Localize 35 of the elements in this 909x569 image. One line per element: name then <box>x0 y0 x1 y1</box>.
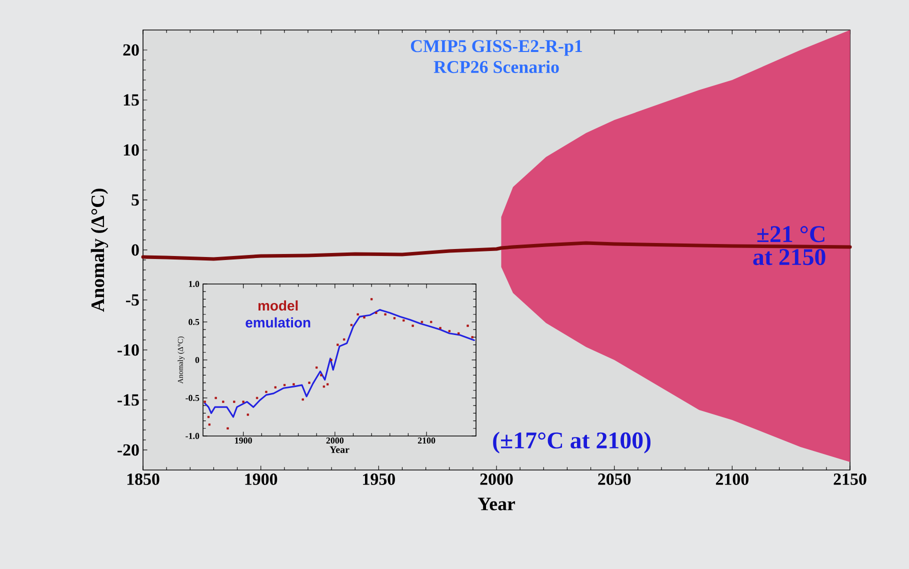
x-tick-label: 2100 <box>716 474 748 485</box>
x-tick-label: 2000 <box>480 474 513 485</box>
y-tick-label: 1.0 <box>189 280 200 288</box>
y-tick-label: 15 <box>124 94 139 106</box>
line-series <box>204 309 475 418</box>
y-tick-label: -1.0 <box>186 432 200 440</box>
y-tick-label: 10 <box>124 144 139 156</box>
y-tick-label: -20 <box>118 444 139 456</box>
text: RCP26 Scenario <box>434 60 559 74</box>
annotation: at 2150 <box>753 248 826 266</box>
x-tick-label: 1950 <box>363 474 395 485</box>
y-tick-label: 0 <box>195 356 200 364</box>
text: emulation <box>246 317 310 328</box>
x-tick-label: 2050 <box>598 474 631 485</box>
x-tick-label: 1900 <box>245 474 278 485</box>
y-tick-label: -5 <box>126 294 139 306</box>
annotation: (±17°C at 2100) <box>493 432 650 454</box>
y-tick-label: -10 <box>118 344 139 356</box>
y-tick-label: 0 <box>132 244 139 256</box>
y-tick-label: -15 <box>118 394 139 406</box>
text: model <box>258 300 298 311</box>
y-axis-title: Anomaly (Δ°C) <box>90 188 108 312</box>
x-tick-label: 1900 <box>235 438 252 444</box>
x-axis-title: Year <box>478 498 516 510</box>
x-tick-label: 2100 <box>418 438 436 444</box>
y-tick-label: 0.5 <box>188 318 200 326</box>
x-tick-label: 1850 <box>127 474 160 485</box>
text: CMIP5 GISS-E2-R-p1 <box>410 40 582 56</box>
x-axis-title: Year <box>330 446 350 454</box>
annotation: ±21 °C <box>757 226 824 242</box>
x-tick-label: 2000 <box>326 438 344 444</box>
x-tick-label: 2150 <box>834 474 866 485</box>
y-tick-label: 5 <box>132 194 139 206</box>
y-tick-label: -0.5 <box>186 394 200 402</box>
y-tick-label: 20 <box>123 44 139 56</box>
